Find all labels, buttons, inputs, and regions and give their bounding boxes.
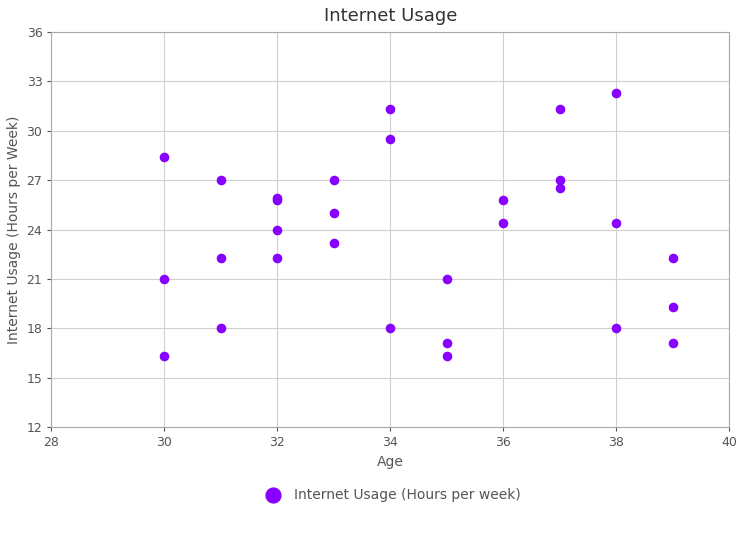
Internet Usage (Hours per week) xyxy=(667,253,679,262)
Internet Usage (Hours per week) xyxy=(328,176,340,185)
Internet Usage (Hours per week) xyxy=(667,303,679,311)
Internet Usage (Hours per week) xyxy=(440,339,452,348)
Internet Usage (Hours per week) xyxy=(610,324,622,333)
Internet Usage (Hours per week) xyxy=(328,239,340,247)
Internet Usage (Hours per week) xyxy=(610,219,622,227)
Internet Usage (Hours per week) xyxy=(158,153,170,161)
Legend: Internet Usage (Hours per week): Internet Usage (Hours per week) xyxy=(254,482,527,507)
Internet Usage (Hours per week) xyxy=(272,225,283,234)
Internet Usage (Hours per week) xyxy=(440,275,452,284)
Internet Usage (Hours per week) xyxy=(272,253,283,262)
Internet Usage (Hours per week) xyxy=(328,209,340,217)
Internet Usage (Hours per week) xyxy=(215,176,227,185)
Internet Usage (Hours per week) xyxy=(667,339,679,348)
Internet Usage (Hours per week) xyxy=(497,219,509,227)
Internet Usage (Hours per week) xyxy=(497,196,509,205)
Internet Usage (Hours per week) xyxy=(554,184,565,193)
Internet Usage (Hours per week) xyxy=(554,176,565,185)
Internet Usage (Hours per week) xyxy=(610,89,622,97)
X-axis label: Age: Age xyxy=(376,455,404,469)
Internet Usage (Hours per week) xyxy=(554,105,565,114)
Internet Usage (Hours per week) xyxy=(272,194,283,202)
Internet Usage (Hours per week) xyxy=(385,324,397,333)
Internet Usage (Hours per week) xyxy=(385,135,397,143)
Internet Usage (Hours per week) xyxy=(272,196,283,205)
Internet Usage (Hours per week) xyxy=(385,105,397,114)
Internet Usage (Hours per week) xyxy=(215,253,227,262)
Internet Usage (Hours per week) xyxy=(440,352,452,360)
Internet Usage (Hours per week) xyxy=(215,324,227,333)
Internet Usage (Hours per week) xyxy=(158,352,170,360)
Title: Internet Usage: Internet Usage xyxy=(324,7,457,25)
Y-axis label: Internet Usage (Hours per Week): Internet Usage (Hours per Week) xyxy=(7,115,21,344)
Internet Usage (Hours per week) xyxy=(158,275,170,284)
